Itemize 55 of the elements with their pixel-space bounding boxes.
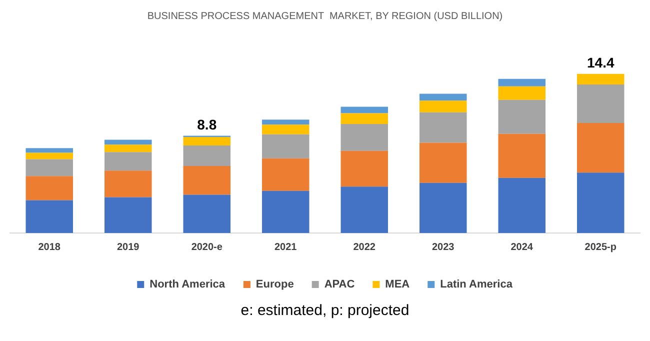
bar <box>577 74 624 84</box>
bar <box>498 86 546 100</box>
bar <box>340 113 388 124</box>
bar <box>104 144 152 152</box>
bar <box>183 137 230 146</box>
bar <box>26 152 73 160</box>
bar <box>498 100 546 134</box>
bar <box>104 152 152 171</box>
bar <box>104 170 152 198</box>
bar <box>420 142 467 183</box>
bar <box>183 194 230 233</box>
bar <box>262 158 310 191</box>
bar <box>26 159 73 176</box>
chart-title: BUSINESS PROCESS MANAGEMENT MARKET, BY REGION (USD BILLION) <box>147 10 503 22</box>
bar <box>577 172 624 233</box>
bar <box>26 148 73 153</box>
bar <box>420 94 467 101</box>
x-tick-label: 2022 <box>353 242 376 253</box>
legend-label: Europe <box>256 278 294 291</box>
bar <box>420 112 467 143</box>
bar <box>340 106 388 114</box>
bar <box>183 145 230 166</box>
bar <box>577 123 624 173</box>
x-tick-label: 2025-p <box>584 242 616 253</box>
text: e: estimated, p: projected <box>240 302 410 319</box>
x-tick-label: 2018 <box>38 242 61 253</box>
bar <box>26 176 73 200</box>
bar <box>262 190 310 233</box>
bar <box>498 134 546 178</box>
legend-label: MEA <box>385 278 410 291</box>
bar <box>262 124 310 134</box>
legend-label: North America <box>150 278 226 291</box>
bar <box>498 78 546 86</box>
legend-label: APAC <box>324 278 355 291</box>
bar <box>340 124 388 151</box>
bar <box>104 140 152 145</box>
bar <box>183 166 230 195</box>
bar <box>340 186 388 233</box>
x-tick-label: 2019 <box>117 242 140 253</box>
bar <box>262 120 310 125</box>
bar <box>420 100 467 112</box>
bar <box>104 197 152 233</box>
x-tick-label: 2023 <box>432 242 455 253</box>
bar <box>577 84 624 124</box>
bar <box>26 200 73 233</box>
x-tick-label: 2020-e <box>191 242 223 253</box>
x-tick-label: 2021 <box>274 242 298 253</box>
bar <box>340 150 388 187</box>
annotation: 14.4 <box>587 54 614 71</box>
x-tick-label: 2024 <box>510 242 534 253</box>
bar <box>420 182 467 233</box>
bar <box>262 134 310 158</box>
annotation: 8.8 <box>197 116 217 133</box>
legend-label: Latin America <box>440 278 514 291</box>
bar <box>498 178 546 233</box>
